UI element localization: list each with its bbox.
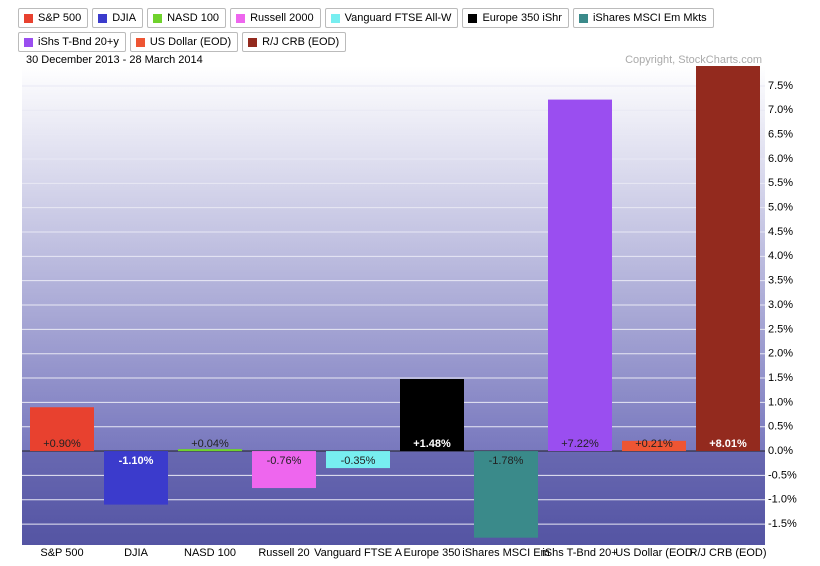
legend-item: iShs T-Bnd 20+y [18,32,126,52]
legend-item: NASD 100 [147,8,227,28]
date-range: 30 December 2013 - 28 March 2014 [26,54,203,66]
legend-swatch [24,37,33,47]
y-tick-label: 1.0% [768,396,793,408]
legend-label: Russell 2000 [250,12,314,24]
y-tick-label: 6.0% [768,153,793,165]
y-tick-label: -1.5% [768,518,797,530]
legend-item: DJIA [92,8,144,28]
value-label: +0.90% [43,438,81,450]
y-tick-label: 5.0% [768,202,793,214]
y-tick-label: -1.0% [768,494,797,506]
y-tick-label: 0.0% [768,445,793,457]
value-label: -0.35% [341,455,376,467]
legend-item: S&P 500 [18,8,89,28]
y-tick-label: 7.0% [768,104,793,116]
x-tick-label: iShs T-Bnd 20+ [542,547,617,559]
bar [696,66,760,452]
y-tick-label: 5.5% [768,177,793,189]
legend-item: R/J CRB (EOD) [242,32,347,52]
legend-swatch [248,37,258,47]
x-tick-label: iShares MSCI Em [462,547,549,559]
y-tick-label: 0.5% [768,421,793,433]
y-tick-label: 2.0% [768,348,793,360]
x-tick-label: Europe 350 [404,547,461,559]
y-tick-label: 4.0% [768,250,793,262]
legend-label: DJIA [112,12,137,24]
legend-swatch [98,13,108,23]
legend-swatch [153,13,163,23]
legend-swatch [330,13,340,23]
value-label: +1.48% [413,438,451,450]
x-tick-label: US Dollar (EOD [615,547,693,559]
legend-label: Europe 350 iShr [482,12,562,24]
y-tick-label: 6.5% [768,129,793,141]
legend-label: US Dollar (EOD) [149,36,232,48]
bar [622,440,686,452]
legend-item: Russell 2000 [230,8,321,28]
legend-label: iShs T-Bnd 20+y [38,36,119,48]
value-label: +7.22% [561,438,599,450]
y-tick-label: 4.5% [768,226,793,238]
legend-swatch [24,13,33,23]
value-label: -0.76% [267,455,302,467]
bar [178,449,242,452]
bar [548,99,612,452]
bars [30,66,760,538]
copyright: Copyright, StockCharts.com [625,54,762,66]
legend-label: iShares MSCI Em Mkts [592,12,707,24]
bar [104,451,168,505]
y-tick-label: 7.5% [768,80,793,92]
bar [326,451,390,469]
x-tick-label: DJIA [124,547,149,559]
y-tick-label: -0.5% [768,469,797,481]
labels: -1.5% -1.0% -0.5% 0.0% 0.5% 1.0% 1.5% 2.0% 2.5% 3… [40,80,797,559]
y-tick-label: 1.5% [768,372,793,384]
legend-swatch [578,13,588,23]
value-label: -1.10% [119,455,154,467]
legend-label: S&P 500 [38,12,82,24]
x-tick-label: S&P 500 [40,547,83,559]
legend-swatch [468,13,478,23]
legend-swatch [236,13,246,23]
x-tick-label: R/J CRB (EOD) [690,547,767,559]
x-tick-label: NASD 100 [184,547,236,559]
legend-item: iShares MSCI Em Mkts [572,8,714,28]
value-label: +0.04% [191,438,229,450]
value-label: +0.21% [635,438,673,450]
bar [252,451,316,489]
value-label: +8.01% [709,438,747,450]
legend-swatch [135,37,145,47]
legend-item: US Dollar (EOD) [129,32,239,52]
x-tick-label: Vanguard FTSE A [314,547,403,559]
x-tick-label: Russell 20 [258,547,309,559]
y-tick-label: 2.5% [768,323,793,335]
legend-label: NASD 100 [167,12,220,24]
bar [30,407,94,452]
y-tick-label: 3.0% [768,299,793,311]
legend-item: Europe 350 iShr [462,8,569,28]
legend-label: R/J CRB (EOD) [262,36,340,48]
y-tick-label: 3.5% [768,275,793,287]
legend: S&P 500 DJIA NASD 100 Russell 2000 Vanguard … [18,8,808,52]
value-label: -1.78% [489,455,524,467]
bar [474,451,538,538]
bar [400,379,464,452]
legend-label: Vanguard FTSE All-W [344,12,452,24]
legend-item: Vanguard FTSE All-W [324,8,459,28]
